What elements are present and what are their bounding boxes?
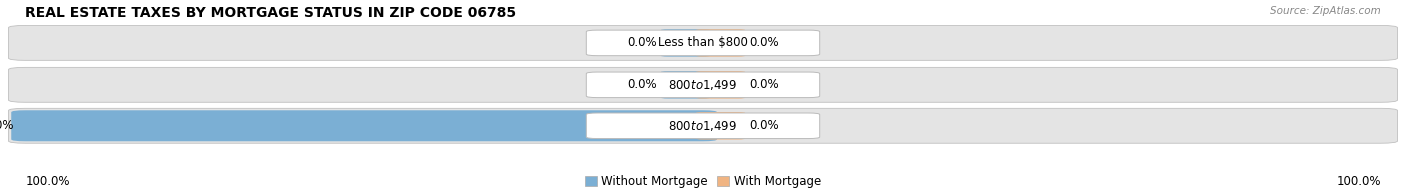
Text: $800 to $1,499: $800 to $1,499 — [668, 78, 738, 92]
Text: 0.0%: 0.0% — [749, 119, 779, 132]
Text: REAL ESTATE TAXES BY MORTGAGE STATUS IN ZIP CODE 06785: REAL ESTATE TAXES BY MORTGAGE STATUS IN … — [25, 6, 516, 20]
Legend: Without Mortgage, With Mortgage: Without Mortgage, With Mortgage — [581, 170, 825, 193]
Text: 0.0%: 0.0% — [749, 78, 779, 91]
Text: $800 to $1,499: $800 to $1,499 — [668, 119, 738, 133]
Text: 100.0%: 100.0% — [25, 175, 70, 188]
Text: 100.0%: 100.0% — [1336, 175, 1381, 188]
Text: 0.0%: 0.0% — [749, 36, 779, 49]
Text: Less than $800: Less than $800 — [658, 36, 748, 49]
Text: 100.0%: 100.0% — [0, 119, 14, 132]
Text: Source: ZipAtlas.com: Source: ZipAtlas.com — [1270, 6, 1381, 16]
Text: 0.0%: 0.0% — [627, 78, 657, 91]
Text: 0.0%: 0.0% — [627, 36, 657, 49]
